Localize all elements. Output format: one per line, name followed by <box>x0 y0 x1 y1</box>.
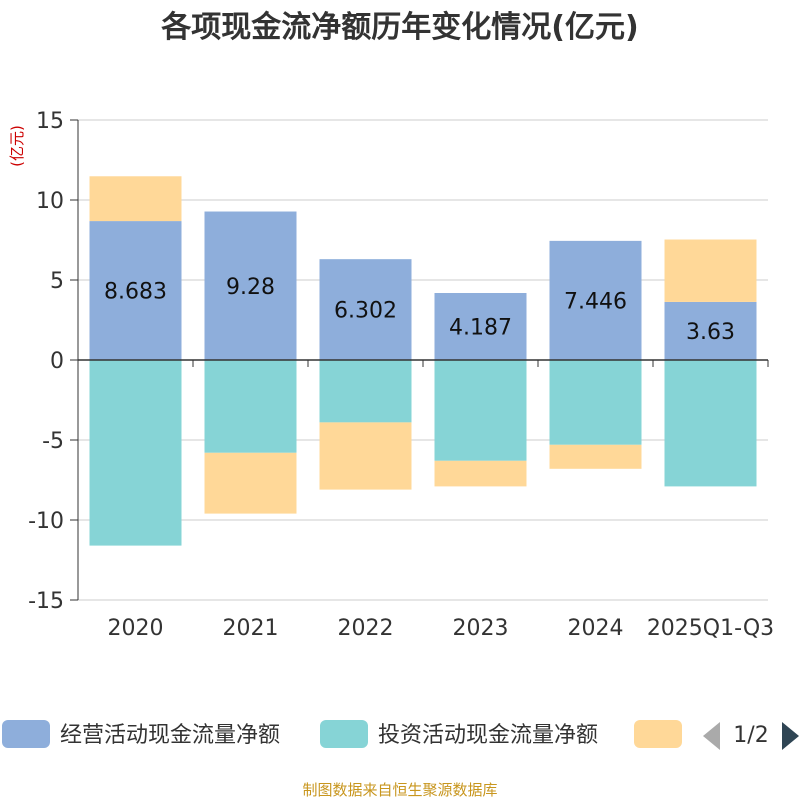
legend-label-investing[interactable]: 投资活动现金流量净额 <box>378 723 598 748</box>
x-category-label: 2024 <box>568 616 624 641</box>
legend-page-indicator: 1/2 <box>733 723 768 748</box>
y-tick-label: 15 <box>36 109 64 134</box>
data-label: 7.446 <box>564 289 627 314</box>
legend-prev-page-icon[interactable] <box>703 722 720 750</box>
y-axis-unit-label: (亿元) <box>8 125 26 167</box>
source-note: 制图数据来自恒生聚源数据库 <box>302 781 497 799</box>
axes: 15 10 5 0 -5 -10 -15 2020 2021 2022 2023 2024 2025Q1… <box>28 109 774 641</box>
x-category-label: 2021 <box>223 616 279 641</box>
legend-swatch-operating[interactable] <box>2 720 50 748</box>
y-tick-label: -5 <box>42 429 64 454</box>
bars <box>89 176 757 546</box>
bar-investing[interactable] <box>89 360 182 546</box>
bar-investing[interactable] <box>204 360 297 453</box>
bar-investing[interactable] <box>664 360 757 487</box>
bar-operating[interactable] <box>204 211 297 360</box>
bar-financing[interactable] <box>89 176 182 222</box>
legend-next-page-icon[interactable] <box>782 722 799 750</box>
x-category-label: 2020 <box>108 616 164 641</box>
y-tick-label: 0 <box>50 349 64 374</box>
bar-investing[interactable] <box>319 360 412 423</box>
legend-label-operating[interactable]: 经营活动现金流量净额 <box>60 723 280 748</box>
bar-investing[interactable] <box>549 360 642 445</box>
data-label: 6.302 <box>334 299 397 324</box>
y-tick-label: -10 <box>28 509 64 534</box>
bar-investing[interactable] <box>434 360 527 461</box>
gridlines <box>78 119 768 601</box>
chart-title: 各项现金流净额历年变化情况(亿元) <box>160 10 638 45</box>
data-labels: 8.683 9.28 6.302 4.187 7.446 3.63 <box>104 275 735 345</box>
bar-financing[interactable] <box>204 452 297 514</box>
data-label: 9.28 <box>226 275 275 300</box>
bar-financing[interactable] <box>319 422 412 490</box>
bar-financing[interactable] <box>549 444 642 469</box>
y-tick-label: 10 <box>36 189 64 214</box>
legend: 经营活动现金流量净额 投资活动现金流量净额 1/2 <box>2 720 799 750</box>
data-label: 8.683 <box>104 280 167 305</box>
bar-operating[interactable] <box>664 301 757 360</box>
legend-swatch-financing[interactable] <box>634 720 682 748</box>
y-tick-label: 5 <box>50 269 64 294</box>
bar-operating[interactable] <box>319 259 412 360</box>
bar-financing[interactable] <box>664 239 757 302</box>
bar-operating[interactable] <box>434 293 527 360</box>
bar-financing[interactable] <box>434 460 527 487</box>
data-label: 3.63 <box>686 320 735 345</box>
data-label: 4.187 <box>449 316 512 341</box>
x-category-label: 2025Q1-Q3 <box>647 616 774 641</box>
x-category-label: 2023 <box>453 616 509 641</box>
y-tick-label: -15 <box>28 589 64 614</box>
bar-operating[interactable] <box>89 221 182 360</box>
legend-swatch-investing[interactable] <box>320 720 368 748</box>
x-category-label: 2022 <box>338 616 394 641</box>
bar-operating[interactable] <box>549 240 642 360</box>
